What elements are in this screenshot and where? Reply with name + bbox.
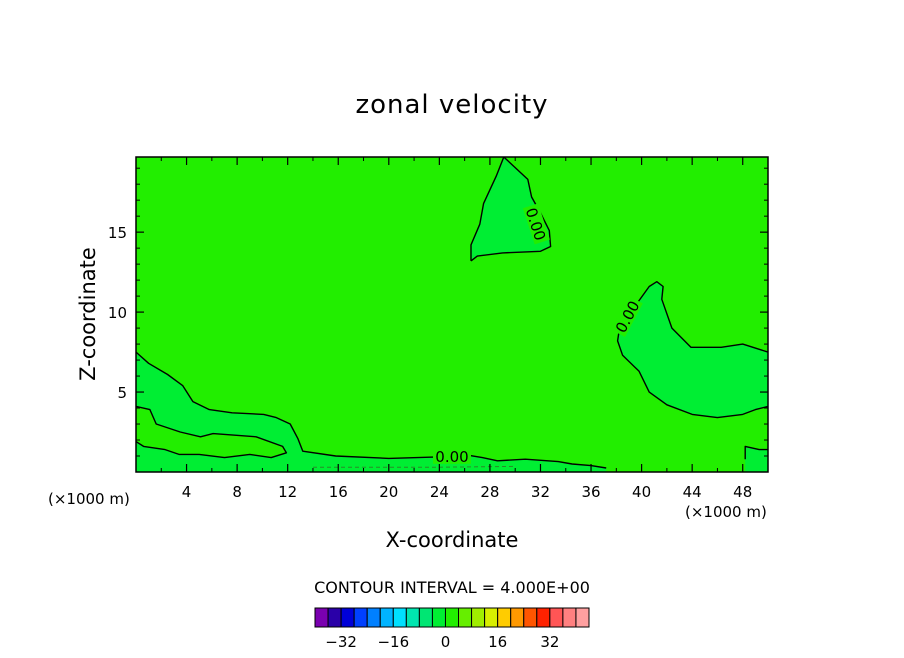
contour-lines xyxy=(136,157,768,469)
region-bottom-right-edge xyxy=(745,446,768,472)
colorbar-swatch xyxy=(314,607,329,628)
colorbar-swatch xyxy=(431,607,446,628)
colorbar-swatch xyxy=(549,607,564,628)
inner-left-contour xyxy=(136,405,288,459)
x-tick-label: 24 xyxy=(430,483,449,501)
x-unit-left: (×1000 m) xyxy=(48,490,130,508)
colorbar-swatch xyxy=(353,607,368,628)
chart-title: zonal velocity xyxy=(355,90,548,120)
colorbar: −32 −16 0 16 32 xyxy=(314,607,590,651)
colorbar-tick-label: 16 xyxy=(488,633,507,651)
plot-area xyxy=(136,157,768,472)
x-axis-label: X-coordinate xyxy=(386,528,519,552)
colorbar-swatch xyxy=(471,607,486,628)
colorbar-tick-label: −32 xyxy=(325,633,357,651)
contour-label: 0.00 xyxy=(433,447,471,466)
region-inner-left xyxy=(136,406,287,458)
colorbar-swatch xyxy=(497,607,512,628)
x-tick-label: 44 xyxy=(683,483,702,501)
colorbar-swatch xyxy=(575,607,590,628)
colorbar-swatch xyxy=(444,607,460,628)
region-right xyxy=(617,281,768,418)
x-tick-label: 32 xyxy=(531,483,550,501)
colorbar-tick-label: 32 xyxy=(540,633,559,651)
y-axis-label: Z-coordinate xyxy=(76,247,100,381)
colorbar-swatch xyxy=(510,607,525,628)
region-upper xyxy=(471,157,551,261)
y-tick-label: 15 xyxy=(108,224,127,242)
colorbar-swatch xyxy=(458,607,473,628)
x-tick-label: 16 xyxy=(329,483,348,501)
x-tick-label: 8 xyxy=(232,483,242,501)
x-tick-label: 36 xyxy=(581,483,600,501)
colorbar-swatch xyxy=(340,607,355,628)
x-unit-right: (×1000 m) xyxy=(685,503,767,521)
x-tick-label: 12 xyxy=(278,483,297,501)
colorbar-swatch xyxy=(536,607,551,628)
colorbar-swatch xyxy=(562,607,577,628)
colorbar-swatch xyxy=(366,607,381,628)
colorbar-swatch xyxy=(523,607,538,628)
x-tick-label: 4 xyxy=(182,483,192,501)
x-tick-label: 20 xyxy=(379,483,398,501)
colorbar-swatch xyxy=(392,607,407,628)
x-tick-label: 40 xyxy=(632,483,651,501)
contour-interval-text: CONTOUR INTERVAL = 4.000E+00 xyxy=(314,578,590,597)
colorbar-swatch xyxy=(484,607,499,628)
colorbar-tick-label: −16 xyxy=(377,633,409,651)
svg-text:0.00: 0.00 xyxy=(435,448,468,466)
colorbar-swatch xyxy=(379,607,394,628)
colorbar-tick-label: 0 xyxy=(441,633,451,651)
upper-contour-left xyxy=(470,157,505,261)
bottom-left-contour xyxy=(136,351,607,469)
bottom-right-contour xyxy=(744,445,768,460)
y-tick-label: 10 xyxy=(108,304,127,322)
colorbar-swatch xyxy=(327,607,342,628)
colorbar-swatch xyxy=(418,607,433,628)
y-tick-label: 5 xyxy=(117,384,127,402)
colorbar-swatch xyxy=(405,607,420,628)
x-tick-label: 28 xyxy=(480,483,499,501)
upper-contour xyxy=(470,157,552,262)
x-tick-label: 48 xyxy=(733,483,752,501)
plot-frame xyxy=(135,156,769,473)
